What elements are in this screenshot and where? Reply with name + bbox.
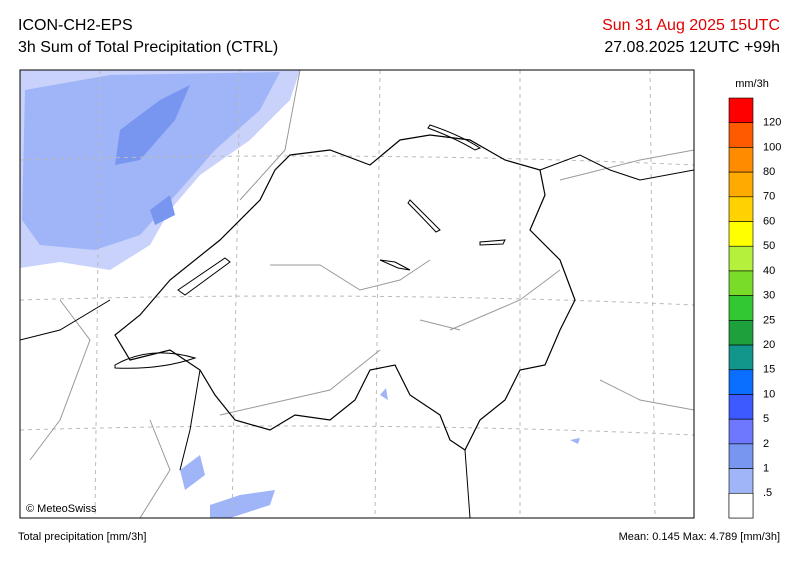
legend-swatch [728,443,754,469]
legend-swatch [728,320,754,346]
legend-swatch [728,468,754,494]
legend-swatch [728,270,754,296]
legend-swatch [728,245,754,272]
legend-swatch [728,196,754,222]
legend-swatch [728,394,754,420]
legend-label: 20 [763,339,775,351]
model-name: ICON-CH2-EPS [18,17,133,34]
legend-label: 25 [763,314,775,326]
legend-label: 40 [763,265,775,277]
precip-area [22,72,280,250]
legend-swatch [728,418,754,445]
legend-swatch [728,221,754,247]
legend-swatch [728,97,754,124]
legend-swatch [728,492,754,519]
legend-swatch [728,369,754,395]
legend-swatch [728,147,754,173]
valid-time: Sun 31 Aug 2025 15UTC [602,17,780,34]
legend-label: 1 [763,462,769,474]
precip-area [115,85,190,225]
run-time: 27.08.2025 12UTC +99h [604,39,780,56]
legend-label: 80 [763,166,775,178]
legend-label: 100 [763,141,781,153]
legend-label: 5 [763,413,769,425]
legend-label: 120 [763,117,781,129]
credit: © MeteoSwiss [26,503,97,515]
legend-unit: mm/3h [735,78,769,90]
footer-stats: Mean: 0.145 Max: 4.789 [mm/3h] [619,531,780,543]
legend-swatch [728,171,754,198]
legend-swatch [728,344,754,371]
legend-label: 60 [763,215,775,227]
legend-label: 2 [763,438,769,450]
legend-label: 50 [763,240,775,252]
legend-label: .5 [763,487,772,499]
legend-label: 70 [763,191,775,203]
legend-swatch [728,295,754,321]
legend: mm/3h 120 100 80 70 60 50 40 30 25 20 15 10 5 2 1 .5 [728,78,781,519]
precip-area [180,388,580,518]
legend-label: 30 [763,290,775,302]
legend-label: 10 [763,388,775,400]
product-name: 3h Sum of Total Precipitation (CTRL) [18,39,278,56]
map: © MeteoSwiss [19,69,695,519]
legend-swatch [728,122,754,148]
footer-variable: Total precipitation [mm/3h] [18,531,146,543]
legend-label: 15 [763,364,775,376]
